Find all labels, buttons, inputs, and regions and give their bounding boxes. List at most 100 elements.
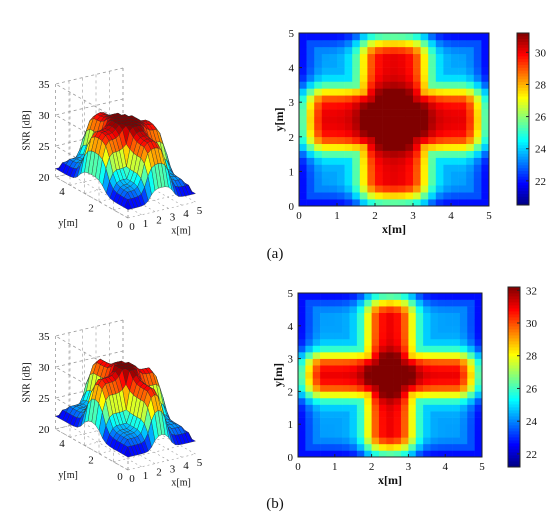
- y-tick-label: 2: [88, 203, 94, 215]
- heatmap-cell: [299, 171, 307, 179]
- heatmap-cell: [382, 60, 391, 68]
- heatmap-cell: [320, 365, 328, 373]
- heatmap-cell: [314, 122, 323, 131]
- heatmap-cell: [443, 199, 452, 207]
- heatmap-cell: [344, 122, 353, 131]
- heatmap-cell: [405, 136, 414, 145]
- heatmap-cell: [435, 157, 444, 165]
- heatmap-cell: [408, 299, 417, 307]
- heatmap-cell: [382, 143, 391, 151]
- heatmap-cell: [320, 352, 328, 359]
- heatmap-cell: [390, 60, 399, 68]
- heatmap-cell: [452, 338, 461, 346]
- colorbar-step: [508, 365, 520, 369]
- heatmap-cell: [435, 178, 444, 186]
- colorbar-step: [508, 395, 520, 399]
- heatmap-cell: [459, 404, 468, 412]
- heatmap-cell: [466, 122, 475, 131]
- heatmap-cell: [415, 411, 424, 418]
- heatmap-cell: [371, 437, 380, 445]
- heatmap-cell: [420, 67, 429, 75]
- heatmap-cell: [371, 358, 380, 366]
- heatmap-cell: [473, 150, 482, 158]
- colorbar-step: [508, 413, 520, 417]
- heatmap-cell: [430, 378, 439, 386]
- heatmap-cell: [321, 74, 330, 82]
- x-tick-label: 1: [143, 470, 149, 482]
- heatmap-cell: [473, 67, 482, 75]
- x-axis-label: x[m]: [171, 478, 190, 489]
- heatmap-cell: [481, 67, 490, 75]
- heatmap-cell: [413, 122, 421, 131]
- heatmap-cell: [375, 157, 383, 165]
- x-tick-label: 1: [334, 210, 340, 222]
- colorbar-tick-label: 22: [526, 449, 537, 461]
- axis-labels: 0 1 2 3 4 5 0 1 2 3 4 5 x[m] y[m]: [272, 28, 492, 236]
- heatmap-cell: [386, 338, 394, 346]
- heatmap-cell: [378, 299, 387, 307]
- heatmap-cell: [356, 411, 365, 418]
- heatmap-cell: [423, 411, 431, 418]
- colorbar-step: [508, 440, 520, 444]
- heatmap-cell: [474, 443, 483, 451]
- heatmap-cell: [445, 411, 453, 418]
- grid-line: [84, 177, 153, 194]
- x-tick-label: 4: [442, 461, 448, 473]
- heatmap-cell: [435, 185, 444, 193]
- heatmap-cell: [352, 81, 361, 89]
- heatmap-cell: [329, 171, 338, 179]
- heatmap-cell: [305, 391, 314, 399]
- heatmap-cell: [408, 411, 417, 418]
- heatmap-cell: [466, 199, 475, 207]
- heatmap-cell: [430, 443, 439, 451]
- heatmap-cell: [420, 150, 429, 158]
- heatmap-cell: [375, 74, 383, 82]
- heatmap-cell: [299, 67, 307, 75]
- colorbar-step: [508, 404, 520, 408]
- heatmap-cell: [481, 60, 490, 68]
- colorbar-step: [508, 428, 520, 432]
- heatmap-cell: [386, 371, 394, 379]
- heatmap-cell: [349, 384, 358, 392]
- colorbar-step: [517, 156, 529, 160]
- heatmap-cell: [329, 95, 338, 103]
- colorbar-step: [508, 464, 520, 468]
- heatmap-cell: [382, 199, 391, 207]
- heatmap-cell: [445, 345, 453, 353]
- heatmap-cell: [405, 192, 414, 200]
- heatmap-cell: [458, 150, 467, 158]
- heatmap-cell: [413, 164, 421, 172]
- heatmap-cell: [445, 430, 453, 438]
- heatmap-cell: [349, 424, 358, 432]
- heatmap-cell: [452, 352, 461, 359]
- heatmap-cell: [430, 450, 439, 458]
- surface-mesh: [55, 358, 196, 458]
- heatmap-cell: [329, 150, 338, 158]
- heatmap-cell: [342, 391, 350, 399]
- colorbar-step: [517, 150, 529, 154]
- heatmap-cell: [451, 164, 459, 172]
- heatmap-cell: [342, 312, 350, 320]
- heatmap-cell: [334, 345, 343, 353]
- heatmap-cell: [298, 299, 306, 307]
- y-tick-label: 2: [88, 455, 94, 467]
- heatmap-cell: [443, 88, 452, 96]
- heatmap-cell: [306, 136, 315, 145]
- heatmap-cell: [298, 352, 306, 359]
- heatmap-cell: [367, 164, 376, 172]
- heatmap-cell: [371, 365, 380, 373]
- heatmap-cell: [306, 178, 315, 186]
- heatmap-cell: [312, 306, 321, 313]
- heatmap-cell: [334, 319, 343, 327]
- heatmap-cell: [305, 293, 314, 300]
- heatmap-cell: [481, 171, 490, 179]
- heatmap-cell: [299, 178, 307, 186]
- heatmap-cell: [298, 293, 306, 300]
- y-tick-label: 0: [117, 219, 123, 231]
- heatmap-cell: [327, 417, 336, 425]
- heatmap-cell: [443, 60, 452, 68]
- heatmap-cell: [397, 116, 406, 124]
- heatmap-cell: [356, 332, 365, 340]
- colorbar-step: [517, 50, 529, 54]
- colorbar-step: [517, 41, 529, 45]
